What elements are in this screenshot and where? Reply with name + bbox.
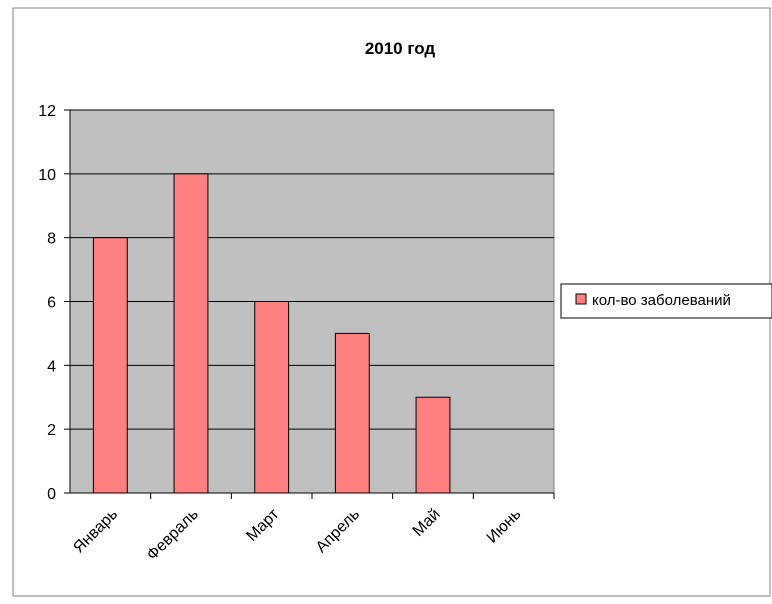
bar-4 [334,332,370,494]
bar-5 [415,396,451,494]
y-tick-label: 12 [38,103,56,120]
y-tick-label: 4 [47,358,56,375]
bar-2 [173,173,209,494]
y-tick-label: 2 [47,422,56,439]
bars [92,173,451,494]
legend-label: кол-во заболеваний [592,292,731,309]
y-tick-labels: 0 2 4 6 8 10 12 [38,103,56,503]
y-tick-label: 8 [47,231,56,248]
legend-box [560,283,772,319]
axes [64,109,555,499]
y-tick-label: 6 [47,295,56,312]
y-tick-label: 10 [38,167,56,184]
legend: кол-во заболеваний [560,283,772,319]
chart-title: 2010 год [365,39,436,58]
bar-1 [92,237,128,494]
y-tick-label: 0 [47,486,56,503]
legend-swatch [575,293,587,305]
bar-3 [254,301,290,494]
gridlines [70,109,554,430]
